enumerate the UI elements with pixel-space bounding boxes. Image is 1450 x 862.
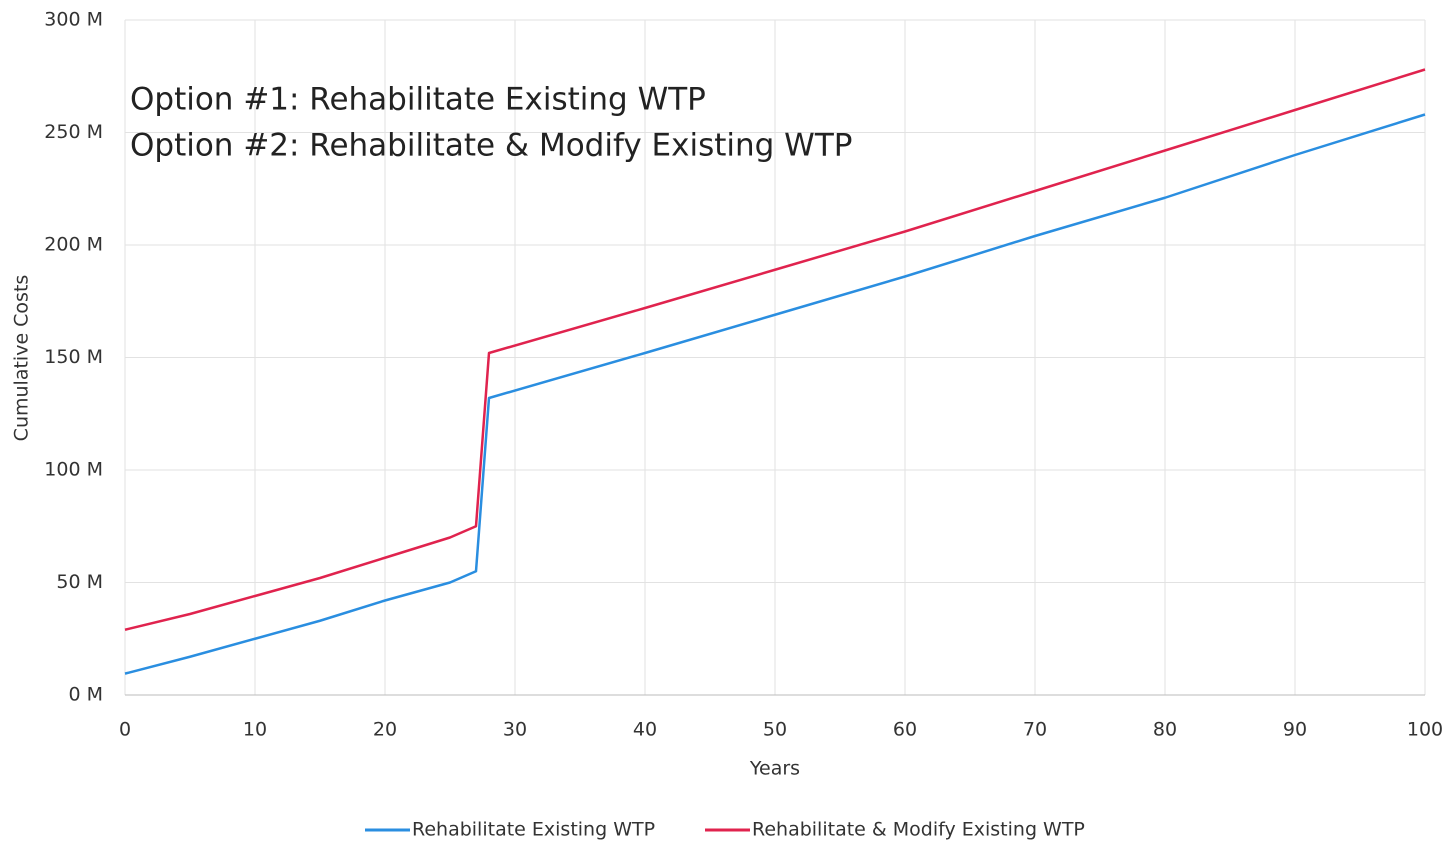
x-tick-label: 60 [893, 719, 917, 741]
x-tick-label: 0 [119, 719, 131, 741]
y-tick-label: 100 M [44, 459, 103, 481]
x-axis-label: Years [749, 758, 800, 780]
y-tick-label: 150 M [44, 346, 103, 368]
annotation: Option #2: Rehabilitate & Modify Existin… [130, 128, 852, 164]
x-tick-label: 50 [763, 719, 787, 741]
y-tick-label: 300 M [44, 9, 103, 31]
x-tick-label: 90 [1283, 719, 1307, 741]
x-tick-label: 20 [373, 719, 397, 741]
annotation: Option #1: Rehabilitate Existing WTP [130, 82, 706, 118]
x-tick-label: 100 [1407, 719, 1443, 741]
x-tick-label: 30 [503, 719, 527, 741]
series-line [124, 68, 1426, 631]
x-tick-label: 80 [1153, 719, 1177, 741]
x-tick-label: 40 [633, 719, 657, 741]
y-axis-label: Cumulative Costs [11, 275, 33, 442]
x-tick-label: 70 [1023, 719, 1047, 741]
y-tick-label: 50 M [56, 571, 103, 593]
legend-label: Rehabilitate Existing WTP [412, 819, 655, 841]
y-tick-label: 250 M [44, 121, 103, 143]
legend-label: Rehabilitate & Modify Existing WTP [752, 819, 1085, 841]
x-tick-label: 10 [243, 719, 267, 741]
series-line [124, 113, 1426, 675]
y-tick-label: 0 M [68, 684, 103, 706]
y-tick-label: 200 M [44, 234, 103, 256]
